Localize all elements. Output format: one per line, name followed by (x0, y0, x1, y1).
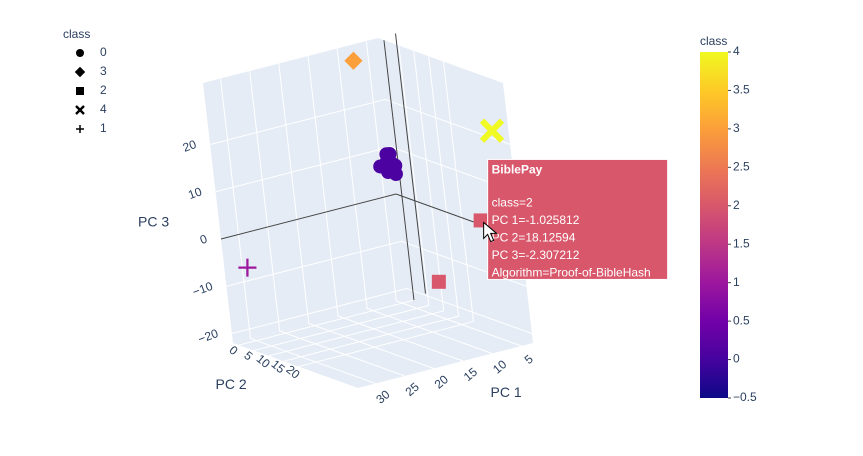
legend-label: 1 (100, 121, 107, 135)
grid-line (336, 48, 368, 309)
x-tick-label: 30 (373, 387, 392, 407)
floor (233, 298, 533, 388)
grid-line (406, 288, 533, 335)
grid-line (253, 305, 429, 351)
z-axis-title: PC 3 (138, 214, 169, 230)
grid-line (307, 55, 339, 317)
colorbar-tick-label: 1 (733, 275, 740, 289)
colorbar-tick-label: 0 (733, 352, 740, 366)
grid-line (209, 98, 386, 145)
hover-line: PC 2=18.12594 (492, 231, 576, 245)
grid-line (268, 310, 444, 357)
grid-line (278, 63, 310, 324)
legend-label: 0 (100, 45, 107, 59)
hover-line: PC 3=-2.307212 (492, 248, 580, 262)
legend-symbol (76, 125, 84, 133)
marker (238, 258, 257, 277)
z-tick-label: 20 (181, 137, 199, 155)
grid-line (428, 56, 460, 317)
marker (344, 51, 363, 70)
legend-symbol (75, 105, 85, 115)
hover-line: class=2 (492, 196, 533, 210)
zero-line (220, 193, 397, 240)
colorbar (700, 52, 728, 398)
grid-line (442, 61, 474, 322)
hover-line: Algorithm=Proof-of-BibleHash (492, 266, 651, 280)
legend-label: 4 (100, 102, 107, 116)
grid-line (220, 78, 251, 339)
x-tick-label: 5 (522, 352, 536, 367)
z-tick-label: 10 (186, 184, 204, 202)
colorbar-tick-label: 2.5 (733, 160, 750, 174)
colorbar-tick-label: 3.5 (733, 83, 750, 97)
x-tick-label: 10 (490, 357, 509, 377)
x-axis-title: PC 1 (491, 384, 522, 400)
z-tick-label: −10 (191, 279, 215, 299)
colorbar-tick-label: 0.5 (733, 313, 750, 327)
grid-line (283, 315, 459, 362)
y-axis-title: PC 2 (216, 376, 247, 392)
grid-line (238, 299, 415, 346)
cursor (483, 221, 499, 243)
grid-line (231, 288, 408, 335)
grid-line (298, 321, 474, 368)
x-tick-label: 25 (403, 380, 422, 400)
hover-title: BiblePay (492, 163, 543, 177)
marker (381, 165, 396, 180)
legend-symbol (76, 87, 84, 95)
colorbar-tick-label: 4 (733, 44, 740, 58)
x-tick-label: 20 (432, 372, 451, 392)
y-tick-label: 0 (226, 343, 240, 358)
colorbar-tick-label: 1.5 (733, 236, 750, 250)
legend-title: class (63, 27, 90, 41)
colorbar-tick-label: 2 (733, 198, 740, 212)
marker (479, 118, 505, 143)
grid-line (215, 146, 391, 193)
z-tick-label: −20 (196, 326, 220, 346)
legend-symbol (76, 49, 84, 57)
legend-label: 3 (100, 64, 107, 78)
zero-line (395, 33, 426, 294)
marker (379, 147, 394, 162)
grid-line (226, 240, 402, 287)
hover-line: PC 1=-1.025812 (492, 213, 580, 227)
legend-symbol (74, 66, 86, 78)
grid-line (398, 45, 430, 306)
z-tick-label: 0 (198, 232, 209, 248)
grid-line (413, 50, 445, 311)
legend-label: 2 (100, 83, 107, 97)
x-tick-label: 15 (461, 365, 480, 385)
colorbar-tick-label: 3 (733, 121, 740, 135)
grid-line (249, 70, 281, 332)
hover-box (487, 158, 669, 280)
colorbar-title: class (700, 34, 727, 48)
colorbar-tick-label: −0.5 (733, 390, 757, 404)
marker (431, 274, 446, 289)
